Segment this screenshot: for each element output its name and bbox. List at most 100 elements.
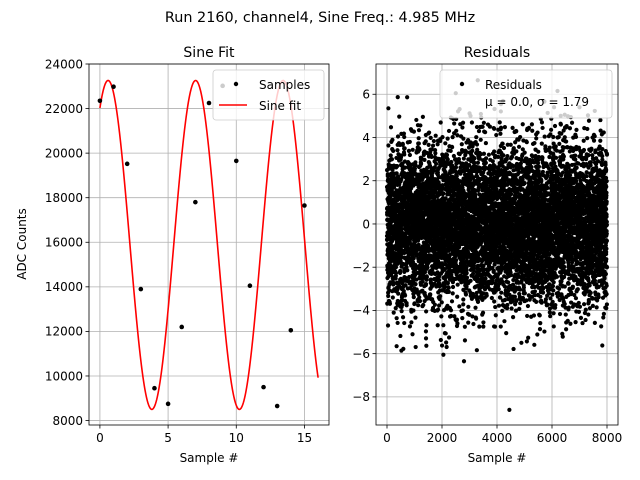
residual-point [422, 270, 428, 275]
residual-point [518, 161, 523, 166]
residual-point [500, 308, 505, 313]
residual-point [402, 171, 407, 176]
residual-point [400, 142, 405, 148]
residual-point [498, 131, 503, 136]
sine-fit-xtick-label: 10 [229, 431, 244, 445]
residual-point [449, 159, 454, 165]
residual-point [412, 301, 417, 306]
residual-point [414, 277, 419, 282]
residual-point [413, 163, 418, 168]
residual-point [480, 124, 485, 129]
residual-point [424, 343, 429, 348]
sine-fit-ytick-label: 22000 [45, 102, 83, 116]
residual-point [405, 95, 410, 100]
sine-fit-ytick-label: 20000 [45, 146, 83, 160]
residual-point [444, 340, 449, 345]
sine-fit-legend: Samples Sine fit [212, 69, 325, 121]
residual-point [404, 264, 409, 270]
residual-point [406, 148, 412, 153]
residual-point [407, 274, 412, 280]
residual-point [438, 294, 443, 299]
samples-legend-marker [233, 81, 239, 87]
residual-point [387, 301, 393, 306]
residual-point [444, 152, 450, 158]
sine-fit-xlabel: Sample # [180, 451, 239, 465]
residual-point [510, 315, 516, 320]
residual-point [493, 304, 498, 310]
residual-point [481, 320, 486, 325]
residual-point [463, 292, 469, 297]
sine-fit-axes-frame [88, 63, 330, 426]
residual-point [423, 281, 429, 287]
residual-point [402, 134, 407, 140]
residual-point [424, 323, 429, 328]
residual-point [492, 149, 497, 154]
residual-point [416, 128, 422, 133]
residual-point [405, 268, 410, 273]
residual-point [423, 336, 429, 341]
residual-point [416, 141, 421, 146]
sample-point [274, 403, 280, 409]
residual-point [395, 134, 401, 139]
residual-point [439, 300, 444, 305]
residuals-data [384, 78, 610, 412]
residual-point [446, 128, 452, 134]
sine-fit-ytick-label: 12000 [45, 325, 83, 339]
residual-point [502, 319, 507, 324]
residual-point [466, 304, 471, 309]
residual-point [422, 157, 427, 162]
residual-point [401, 346, 406, 352]
residual-point [452, 121, 457, 126]
residual-point [473, 305, 478, 310]
residual-point [441, 191, 446, 196]
residual-point [397, 114, 402, 119]
sine-fit-title: Sine Fit [183, 45, 235, 61]
residual-point [439, 314, 444, 319]
residual-point [428, 292, 433, 297]
residual-point [462, 324, 467, 329]
residual-point [474, 135, 479, 140]
residual-point [430, 143, 436, 148]
residual-point [453, 258, 459, 263]
residual-point [402, 293, 408, 298]
sine-fit-xtick-label: 5 [164, 431, 172, 445]
residual-point [489, 295, 494, 301]
residual-point [450, 284, 456, 290]
residual-point [420, 279, 425, 284]
residual-point [410, 260, 416, 265]
residual-point [399, 255, 404, 260]
sine-fit-ytick-label: 14000 [45, 280, 83, 294]
residual-point [457, 304, 462, 309]
residual-point [443, 141, 448, 146]
residual-point [431, 138, 436, 144]
residual-point [450, 135, 455, 140]
residual-point [413, 315, 418, 320]
sample-point [288, 327, 294, 333]
residual-point [385, 323, 391, 328]
residual-point [416, 303, 421, 308]
sample-point [206, 100, 212, 106]
residual-point [416, 136, 421, 141]
residual-point [394, 316, 399, 321]
residual-point [395, 164, 400, 169]
residual-point [404, 303, 409, 308]
residual-point [480, 310, 486, 315]
residual-point [402, 250, 407, 256]
residual-point [401, 131, 407, 136]
sample-point [193, 199, 198, 205]
residual-point [498, 125, 504, 130]
residual-point [519, 340, 524, 345]
residual-point [476, 128, 482, 134]
residual-point [460, 120, 466, 125]
residual-point [508, 142, 513, 147]
residual-point [414, 117, 419, 123]
residual-point [413, 344, 418, 350]
sine-fit-ytick-label: 16000 [45, 236, 83, 250]
residual-point [410, 147, 415, 152]
residual-point [450, 291, 455, 296]
residual-point [454, 128, 459, 133]
residual-point [407, 152, 413, 158]
residual-point [511, 346, 516, 352]
residual-point [391, 148, 396, 154]
residual-point [463, 150, 469, 155]
